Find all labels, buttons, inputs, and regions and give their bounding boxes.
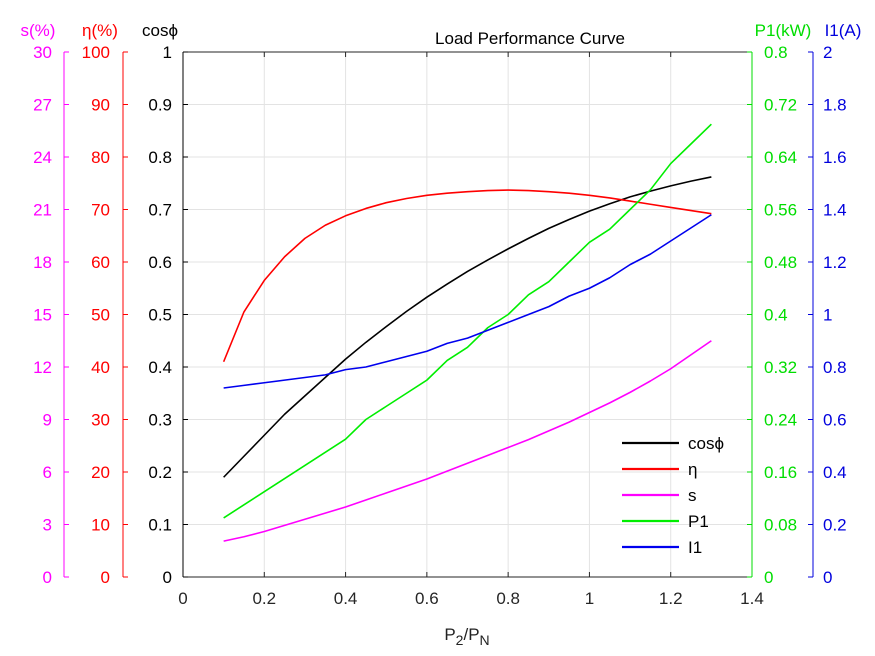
legend-label: cosϕ	[688, 434, 724, 453]
x-tick-label: 0.2	[252, 589, 276, 608]
y-tick-label-s: 15	[33, 306, 52, 325]
legend-label: P1	[688, 512, 709, 531]
y-tick-label-i1: 0.8	[823, 358, 847, 377]
y-tick-label-s: 9	[43, 411, 52, 430]
y-tick-label-cos: 0.4	[148, 358, 172, 377]
y-axis-s: 0 3 6 9 12 15 18 21 24 27 30 s(%)	[21, 21, 69, 587]
legend-item-p1: P1	[622, 512, 709, 531]
x-tick-label: 0.6	[415, 589, 439, 608]
y-tick-label-s: 27	[33, 96, 52, 115]
y-axis-p1: 0 0.08 0.16 0.24 0.32 0.4 0.48 0.56 0.64 0.72 0.8 P…	[747, 21, 811, 587]
x-tick-label: 1.2	[659, 589, 683, 608]
y-tick-label-cos: 0.8	[148, 148, 172, 167]
y-tick-label-cos: 0.7	[148, 201, 172, 220]
y-tick-label-eta: 20	[91, 463, 110, 482]
y-tick-label-cos: 1	[163, 43, 172, 62]
y-tick-label-p1: 0.24	[764, 411, 797, 430]
x-axis-title-sub2: N	[480, 632, 490, 648]
y-tick-label-s: 21	[33, 201, 52, 220]
y-tick-label-i1: 0	[823, 568, 832, 587]
legend-label: η	[688, 460, 697, 479]
x-tick-label: 1	[585, 589, 594, 608]
y-tick-label-eta: 70	[91, 201, 110, 220]
y-tick-label-p1: 0.48	[764, 253, 797, 272]
y-tick-label-cos: 0.2	[148, 463, 172, 482]
y-tick-label-p1: 0.08	[764, 516, 797, 535]
y-tick-label-cos: 0.1	[148, 516, 172, 535]
y-tick-label-i1: 1.8	[823, 96, 847, 115]
y-tick-label-i1: 1.2	[823, 253, 847, 272]
y-tick-label-cos: 0.6	[148, 253, 172, 272]
y-tick-label-i1: 1.4	[823, 201, 847, 220]
y-axis-title-i1: I1(A)	[825, 21, 862, 40]
y-tick-label-eta: 60	[91, 253, 110, 272]
y-tick-label-s: 18	[33, 253, 52, 272]
y-tick-label-eta: 30	[91, 411, 110, 430]
y-tick-label-s: 30	[33, 43, 52, 62]
y-axis-cos: 0 0.1 0.2 0.3 0.4 0.5 0.6 0.7 0.8 0.9 1 cosϕ	[142, 21, 188, 587]
y-tick-label-eta: 80	[91, 148, 110, 167]
y-tick-label-s: 6	[43, 463, 52, 482]
y-tick-label-eta: 0	[101, 568, 110, 587]
y-tick-label-p1: 0.72	[764, 96, 797, 115]
y-axis-title-s: s(%)	[21, 21, 56, 40]
y-axis-i1: 0 0.2 0.4 0.6 0.8 1 1.2 1.4 1.6 1.8 2 I1(A)	[808, 21, 861, 587]
y-tick-label-p1: 0.64	[764, 148, 797, 167]
y-tick-label-cos: 0.9	[148, 96, 172, 115]
x-axis-title-slash: /P	[463, 625, 479, 644]
x-axis-title-sub1: 2	[456, 632, 464, 648]
legend-label: I1	[688, 538, 702, 557]
legend-item-i1: I1	[622, 538, 702, 557]
y-axis-title-cos: cosϕ	[142, 21, 178, 40]
legend-item-cos: cosϕ	[622, 434, 724, 453]
y-tick-label-i1: 0.4	[823, 463, 847, 482]
y-axis-title-p1: P1(kW)	[755, 21, 812, 40]
x-tick-label: 0	[178, 589, 187, 608]
legend-label: s	[688, 486, 697, 505]
y-axis-title-eta: η(%)	[82, 21, 118, 40]
y-tick-label-s: 0	[43, 568, 52, 587]
y-tick-label-s: 12	[33, 358, 52, 377]
y-tick-label-i1: 2	[823, 43, 832, 62]
x-tick-label: 0.8	[496, 589, 520, 608]
y-tick-label-i1: 0.6	[823, 411, 847, 430]
y-tick-label-i1: 1.6	[823, 148, 847, 167]
y-tick-label-p1: 0.32	[764, 358, 797, 377]
y-tick-label-s: 3	[43, 516, 52, 535]
y-tick-label-cos: 0	[163, 568, 172, 587]
legend: cosϕ ηs P1 I1	[622, 434, 724, 557]
y-tick-label-i1: 0.2	[823, 516, 847, 535]
y-tick-label-p1: 0.16	[764, 463, 797, 482]
y-tick-label-eta: 10	[91, 516, 110, 535]
chart-title: Load Performance Curve	[435, 29, 625, 48]
legend-item-eta: η	[622, 460, 697, 479]
series-layer	[222, 123, 712, 542]
y-tick-label-p1: 0.4	[764, 306, 788, 325]
legend-item-s: s	[622, 486, 697, 505]
y-tick-label-s: 24	[33, 148, 52, 167]
y-axis-eta: 0 10 20 30 40 50 60 70 80 90 100 η(%)	[82, 21, 128, 587]
axes-layer: 0 0.2 0.4 0.6 0.8 1 1.2 1.4036912151821242730s(…	[21, 21, 862, 608]
y-tick-label-eta: 50	[91, 306, 110, 325]
x-tick-label: 0.4	[334, 589, 358, 608]
y-tick-label-p1: 0.56	[764, 201, 797, 220]
x-axis-title-base: P	[444, 625, 455, 644]
y-tick-label-eta: 90	[91, 96, 110, 115]
y-tick-label-eta: 100	[82, 43, 110, 62]
y-tick-label-p1: 0	[764, 568, 773, 587]
y-tick-label-cos: 0.5	[148, 306, 172, 325]
y-tick-label-eta: 40	[91, 358, 110, 377]
y-tick-label-p1: 0.8	[764, 43, 788, 62]
x-axis-title: P2/PN	[444, 625, 489, 648]
y-tick-label-cos: 0.3	[148, 411, 172, 430]
y-tick-label-i1: 1	[823, 306, 832, 325]
x-tick-label: 1.4	[740, 589, 764, 608]
